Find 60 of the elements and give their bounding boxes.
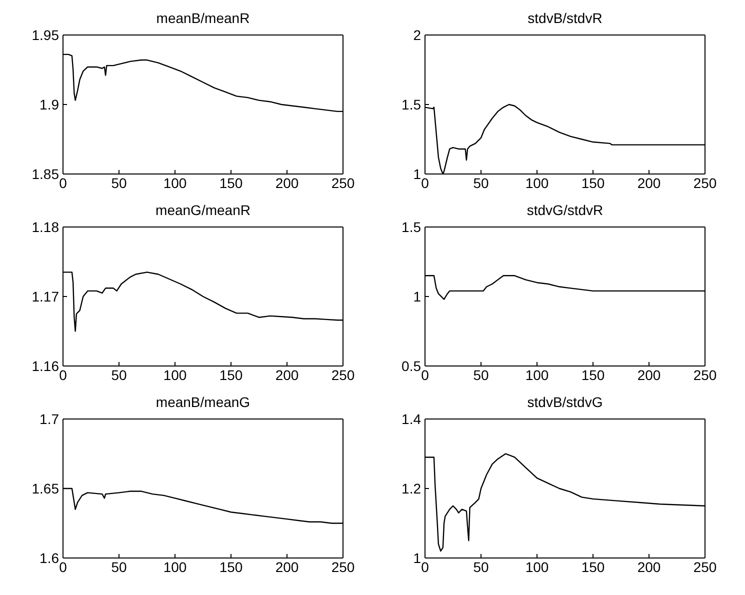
x-tick-label: 0 [59, 558, 68, 575]
chart-title: stdvB/stdvG [526, 394, 604, 410]
x-tick-label: 250 [331, 366, 355, 383]
x-tick-label: 0 [421, 366, 430, 383]
x-tick-label: 100 [163, 558, 187, 575]
y-tick-label: 1.18 [32, 218, 60, 235]
x-tick-label: 250 [331, 558, 355, 575]
y-tick-label: 1.95 [32, 26, 60, 43]
x-tick-label: 50 [473, 366, 489, 383]
y-tick-label: 1 [413, 288, 422, 304]
x-tick-label: 200 [637, 558, 661, 575]
y-tick-label: 1.5 [402, 96, 422, 112]
x-tick-label: 200 [275, 558, 299, 575]
x-tick-label: 50 [111, 366, 127, 383]
x-tick-label: 50 [111, 174, 127, 191]
y-tick-label: 2 [413, 26, 422, 43]
x-tick-label: 150 [581, 558, 605, 575]
y-tick-label: 1.4 [402, 410, 422, 427]
y-tick-label: 1 [413, 550, 422, 566]
y-tick-label: 1 [413, 166, 422, 182]
x-tick-label: 50 [473, 558, 489, 575]
x-tick-label: 0 [421, 174, 430, 191]
x-tick-label: 250 [693, 558, 717, 575]
x-tick-label: 100 [525, 174, 549, 191]
x-tick-label: 200 [275, 174, 299, 191]
y-tick-label: 1.17 [32, 288, 60, 304]
y-tick-label: 0.5 [402, 358, 422, 374]
x-tick-label: 150 [219, 558, 243, 575]
x-tick-label: 100 [163, 366, 187, 383]
chart-title: meanB/meanG [154, 394, 252, 410]
chart-title: meanB/meanR [155, 10, 251, 26]
x-tick-label: 100 [525, 558, 549, 575]
x-tick-label: 150 [581, 174, 605, 191]
y-tick-label: 1.85 [32, 166, 60, 182]
chart-title: meanG/meanR [154, 202, 252, 218]
chart-title: stdvB/stdvR [526, 10, 604, 26]
x-tick-label: 150 [219, 174, 243, 191]
x-tick-label: 250 [693, 366, 717, 383]
x-tick-label: 150 [581, 366, 605, 383]
x-tick-label: 200 [637, 366, 661, 383]
y-tick-label: 1.16 [32, 358, 60, 374]
x-tick-label: 100 [163, 174, 187, 191]
x-tick-label: 50 [473, 174, 489, 191]
x-tick-label: 150 [219, 366, 243, 383]
y-tick-label: 1.9 [40, 96, 60, 112]
x-tick-label: 200 [275, 366, 299, 383]
y-tick-label: 1.2 [402, 480, 422, 496]
x-tick-label: 0 [421, 558, 430, 575]
chart-title: stdvG/stdvR [526, 202, 604, 218]
x-tick-label: 200 [637, 174, 661, 191]
y-tick-label: 1.6 [40, 550, 60, 566]
y-tick-label: 1.5 [402, 218, 422, 235]
x-tick-label: 250 [331, 174, 355, 191]
y-tick-label: 1.65 [32, 480, 60, 496]
x-tick-label: 250 [693, 174, 717, 191]
y-tick-label: 1.7 [40, 410, 60, 427]
x-tick-label: 50 [111, 558, 127, 575]
x-tick-label: 100 [525, 366, 549, 383]
x-tick-label: 0 [59, 174, 68, 191]
x-tick-label: 0 [59, 366, 68, 383]
